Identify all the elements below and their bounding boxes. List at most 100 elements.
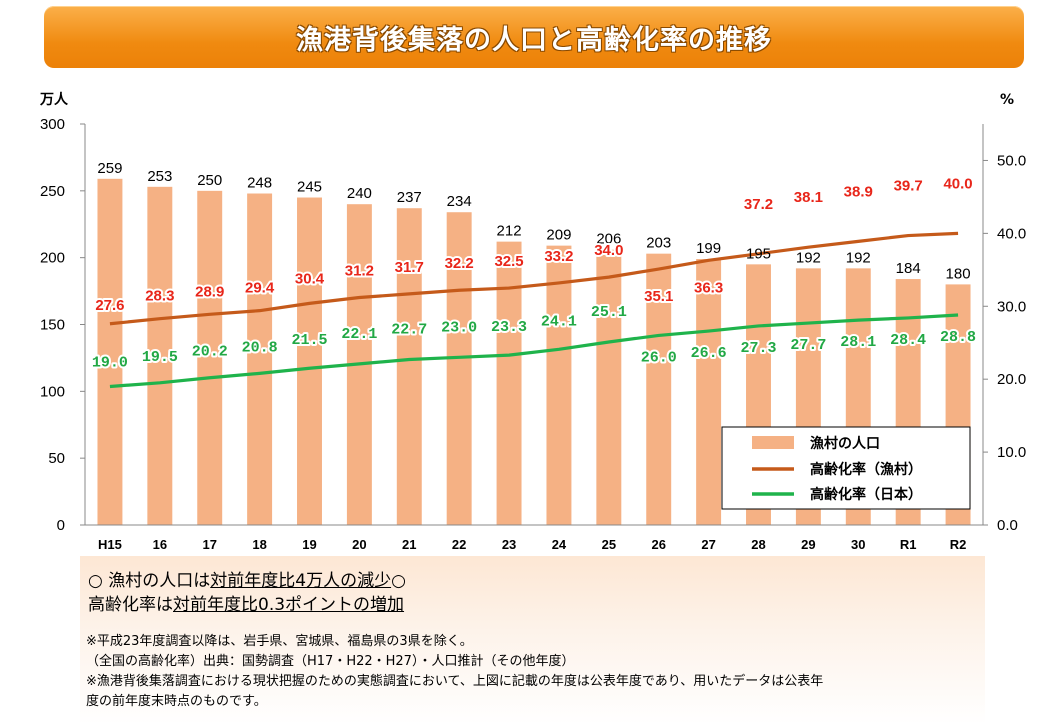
- pop-label-6: 237: [397, 189, 422, 206]
- summary-aging-change: 対前年度比0.3ポイントの増加: [173, 595, 405, 615]
- bar-4: [297, 197, 322, 525]
- japan-rate-label-1: 19.5: [142, 349, 178, 366]
- japan-rate-label-0: 19.0: [92, 354, 128, 371]
- pop-label-15: 192: [846, 249, 871, 266]
- x-tick-1: 16: [153, 537, 167, 552]
- fish-rate-label-6: 31.7: [395, 259, 424, 276]
- fish-rate-label-0: 27.6: [95, 297, 124, 314]
- pop-label-14: 192: [796, 249, 821, 266]
- fish-rate-label-13: 37.2: [744, 196, 773, 213]
- notes-panel: ○ 漁村の人口は対前年度比4万人の減少○ 高齢化率は対前年度比0.3ポイントの増…: [80, 556, 985, 724]
- japan-rate-label-2: 20.2: [192, 344, 228, 361]
- pop-label-2: 250: [197, 172, 222, 189]
- fish-rate-label-8: 32.5: [494, 253, 523, 270]
- bar-8: [496, 241, 522, 526]
- fish-rate-label-17: 40.0: [943, 175, 972, 192]
- x-tick-15: 30: [851, 537, 865, 552]
- x-tick-17: R2: [950, 537, 967, 552]
- y-left-tick-0: 0: [57, 517, 65, 534]
- bar-10: [596, 249, 622, 525]
- footnote-source: （全国の高齢化率）出典：国勢調査（H17・H22・H27）・人口推計（その他年度…: [86, 654, 575, 669]
- y-left-tick-6: 300: [40, 116, 65, 133]
- x-tick-2: 17: [202, 537, 216, 552]
- summary-population: ○ 漁村の人口は対前年度比4万人の減少○: [88, 566, 406, 591]
- line-japan-rate: [109, 313, 959, 389]
- x-tick-9: 24: [552, 537, 567, 552]
- japan-rate-label-11: 26.0: [641, 349, 677, 366]
- title-banner: 漁港背後集落の人口と高齢化率の推移: [44, 6, 1024, 68]
- pop-label-1: 253: [147, 168, 172, 185]
- japan-rate-label-15: 28.1: [840, 334, 876, 351]
- bar-11: [646, 253, 672, 525]
- y-left-unit: 万人: [39, 91, 69, 108]
- japan-rate-label-13: 27.3: [740, 340, 776, 357]
- y-right-tick-2: 20.0: [997, 371, 1026, 388]
- fish-rate-label-10: 34.0: [594, 242, 623, 259]
- japan-rate-label-5: 22.1: [341, 326, 377, 343]
- y-left-tick-5: 250: [40, 183, 65, 200]
- fish-rate-label-7: 32.2: [445, 255, 474, 272]
- bar-1: [147, 186, 173, 525]
- pop-label-7: 234: [447, 193, 472, 210]
- fish-rate-label-11: 35.1: [644, 288, 673, 305]
- bar-9: [546, 245, 572, 526]
- japan-rate-label-10: 25.1: [591, 304, 627, 321]
- footnote-excluded-prefectures: ※平成23年度調査以降は、岩手県、宮城県、福島県の3県を除く。: [86, 634, 473, 649]
- chart-axes: 0 50 100 150 200 250 300 0.0 10.0 20.0 30.0 40.0 50.…: [39, 91, 1026, 552]
- summary-aging: 高齢化率は対前年度比0.3ポイントの増加: [88, 590, 404, 615]
- y-right-tick-4: 40.0: [997, 225, 1026, 242]
- legend-label-fishing: 高齢化率（漁村）: [810, 461, 922, 478]
- pop-label-17: 180: [946, 265, 971, 282]
- pop-label-4: 245: [297, 179, 322, 196]
- x-tick-0: H15: [98, 537, 122, 552]
- pop-label-5: 240: [347, 185, 372, 202]
- fish-rate-label-2: 28.9: [195, 283, 224, 300]
- x-tick-13: 28: [751, 537, 765, 552]
- legend-label-population: 漁村の人口: [810, 435, 880, 452]
- summary-population-suffix: ○: [391, 571, 406, 591]
- y-left-tick-3: 150: [40, 317, 65, 334]
- pop-label-9: 209: [546, 227, 571, 244]
- summary-population-prefix: ○ 漁村の人口は: [88, 571, 211, 591]
- fish-rate-label-5: 31.2: [345, 263, 374, 280]
- fish-rate-label-9: 33.2: [544, 248, 573, 265]
- x-tick-5: 20: [352, 537, 366, 552]
- pop-label-11: 203: [646, 235, 671, 252]
- japan-rate-label-3: 20.8: [242, 339, 278, 356]
- y-right-unit: %: [1000, 92, 1014, 108]
- pop-label-16: 184: [896, 260, 921, 277]
- bar-2: [197, 190, 223, 526]
- y-right-tick-1: 10.0: [997, 444, 1026, 461]
- rate-lines: [109, 231, 959, 389]
- japan-rate-label-8: 23.3: [491, 319, 527, 336]
- japan-rate-label-14: 27.7: [790, 337, 826, 354]
- chart-title: 漁港背後集落の人口と高齢化率の推移: [296, 24, 772, 56]
- footnote-survey-year-cont: 度の前年度末時点のものです。: [86, 694, 267, 709]
- bar-7: [446, 212, 472, 525]
- bar-12: [696, 259, 722, 525]
- japan-rate-label-4: 21.5: [291, 332, 327, 349]
- japan-rate-label-7: 23.0: [441, 319, 477, 336]
- x-tick-11: 26: [651, 537, 665, 552]
- x-tick-8: 23: [502, 537, 516, 552]
- y-right-tick-5: 50.0: [997, 152, 1026, 169]
- pop-label-8: 212: [497, 223, 522, 240]
- pop-label-10: 206: [596, 231, 621, 248]
- x-tick-4: 19: [302, 537, 316, 552]
- japan-rate-label-12: 26.6: [691, 345, 727, 362]
- japan-rate-label-9: 24.1: [541, 313, 577, 330]
- japan-rate-label-6: 22.7: [391, 321, 427, 338]
- x-tick-3: 18: [252, 537, 266, 552]
- pop-label-0: 259: [97, 160, 122, 177]
- fish-rate-label-1: 28.3: [145, 288, 174, 305]
- bar-6: [396, 208, 422, 525]
- summary-population-change: 対前年度比4万人の減少: [210, 571, 392, 591]
- summary-aging-prefix: 高齢化率は: [88, 595, 173, 615]
- y-right-tick-0: 0.0: [997, 517, 1018, 534]
- line-fishing-village-rate: [109, 231, 959, 326]
- fish-rate-label-14: 38.1: [794, 189, 823, 206]
- japan-rate-label-17: 28.8: [940, 329, 976, 346]
- x-tick-6: 21: [402, 537, 416, 552]
- y-left-tick-1: 50: [48, 450, 65, 467]
